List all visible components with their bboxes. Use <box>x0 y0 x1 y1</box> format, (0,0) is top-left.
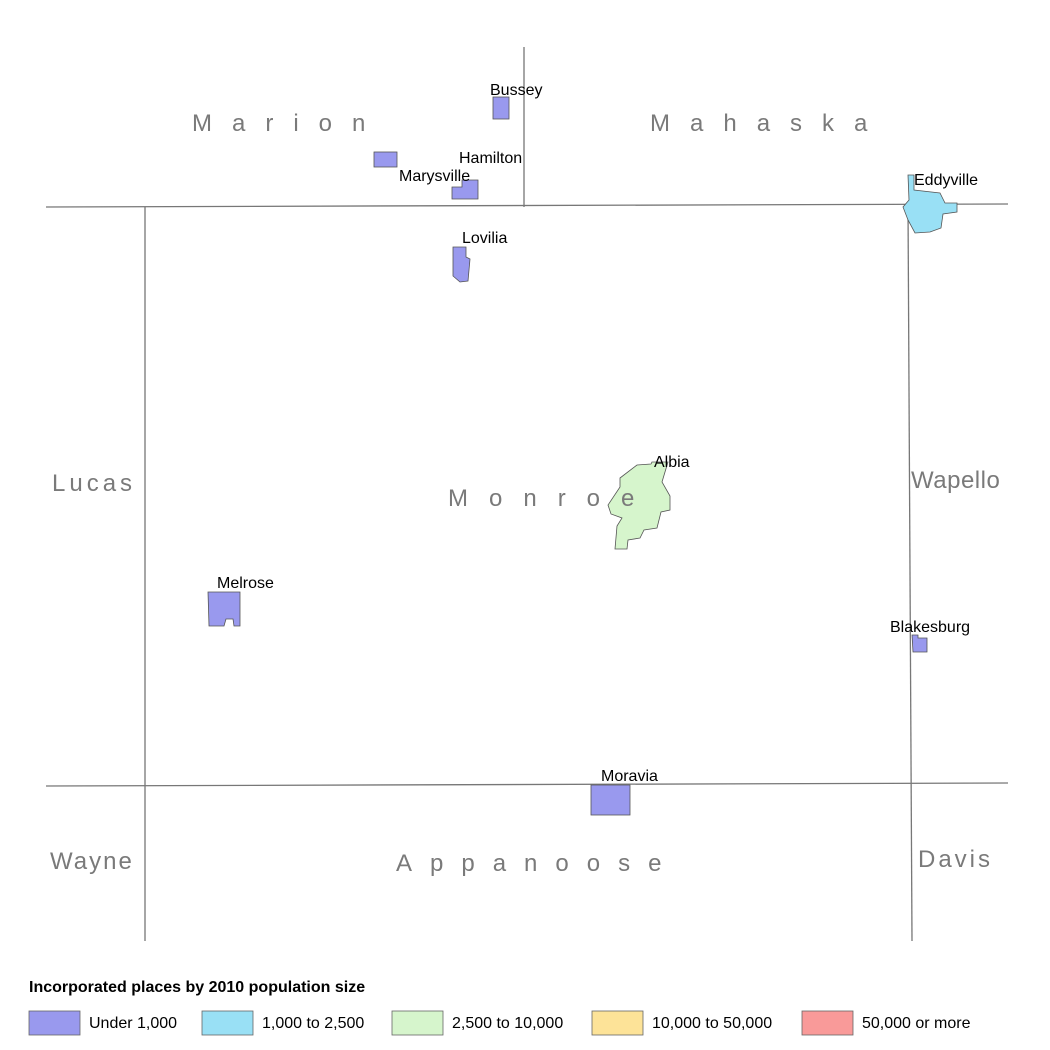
legend-label: 10,000 to 50,000 <box>652 1015 772 1032</box>
place-label: Bussey <box>490 82 542 99</box>
place-label: Hamilton <box>459 150 522 167</box>
place-shapes <box>207 96 958 816</box>
legend-swatch <box>201 1010 254 1036</box>
place-shape <box>911 634 928 653</box>
county-label: Davis <box>918 846 993 873</box>
boundaries <box>45 47 1009 942</box>
boundary <box>907 204 913 942</box>
legend-label: 2,500 to 10,000 <box>452 1015 563 1032</box>
place-shape <box>451 179 479 200</box>
place-labels: Bussey Hamilton Marysville Eddyville Lov… <box>217 82 978 785</box>
place-shape <box>590 784 631 816</box>
place-label: Blakesburg <box>890 619 970 636</box>
legend-swatch <box>801 1010 854 1036</box>
county-label: Marion <box>192 110 385 137</box>
legend-label: Under 1,000 <box>89 1015 177 1032</box>
boundary <box>45 782 1009 787</box>
boundary <box>45 203 1009 208</box>
legend-title: Incorporated places by 2010 population s… <box>29 979 365 996</box>
place-label: Marysville <box>399 168 470 185</box>
place-shape <box>373 151 398 168</box>
legend-label: 50,000 or more <box>862 1015 971 1032</box>
legend: Under 1,000 1,000 to 2,500 2,500 to 10,000… <box>28 1010 971 1036</box>
place-label: Melrose <box>217 575 274 592</box>
place-label: Eddyville <box>914 172 978 189</box>
legend-swatch <box>391 1010 444 1036</box>
legend-swatch <box>28 1010 81 1036</box>
legend-swatch <box>591 1010 644 1036</box>
county-label: Mahaska <box>650 110 887 137</box>
place-label: Lovilia <box>462 230 507 247</box>
legend-label: 1,000 to 2,500 <box>262 1015 364 1032</box>
county-label: Wapello <box>911 467 1000 494</box>
place-shape <box>452 246 471 283</box>
county-label: Appanoose <box>396 850 679 877</box>
county-label: Wayne <box>50 848 134 875</box>
place-shape <box>607 461 671 550</box>
place-shape <box>492 96 510 120</box>
county-labels: Marion Mahaska Lucas Monroe Wapello Wayn… <box>50 110 1000 877</box>
county-label: Lucas <box>52 470 136 497</box>
place-label: Moravia <box>601 768 658 785</box>
place-shape <box>207 591 241 627</box>
place-shape <box>902 174 958 234</box>
place-label: Albia <box>654 454 690 471</box>
county-label: Monroe <box>448 485 655 512</box>
